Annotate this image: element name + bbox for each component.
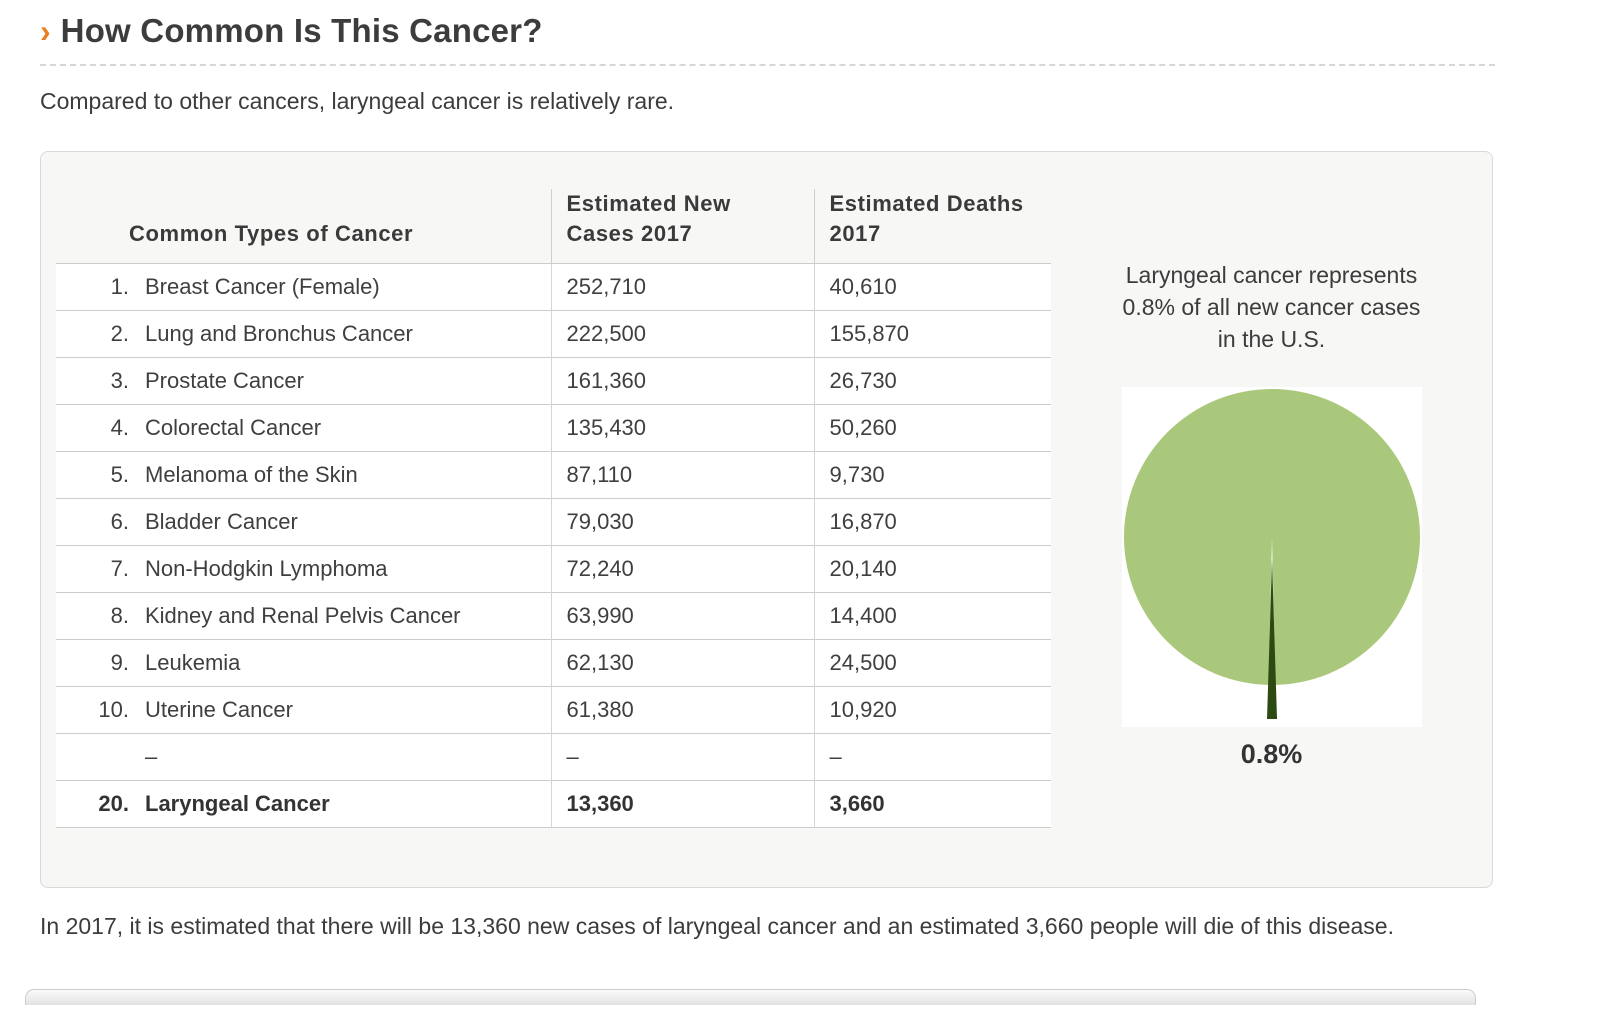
- page-content: › How Common Is This Cancer? Compared to…: [25, 0, 1495, 1005]
- row-deaths: 20,140: [813, 545, 1051, 593]
- next-section-header-bar[interactable]: [25, 989, 1476, 1005]
- row-new-cases: 222,500: [550, 310, 814, 358]
- row-cancer-name: Laryngeal Cancer: [145, 791, 330, 816]
- row-deaths: 26,730: [813, 357, 1051, 405]
- statistics-panel: Common Types of Cancer Estimated New Cas…: [40, 151, 1493, 888]
- row-new-cases: 72,240: [550, 545, 814, 593]
- row-cancer-name: Prostate Cancer: [145, 368, 304, 393]
- row-new-cases: 252,710: [550, 263, 814, 311]
- row-deaths: 10,920: [813, 686, 1051, 734]
- row-rank: 8.: [110, 603, 129, 628]
- table-row: 4. Colorectal Cancer 135,430 50,260: [56, 404, 1051, 452]
- pie-chart: [1121, 387, 1422, 727]
- row-deaths: 16,870: [813, 498, 1051, 546]
- table-row: 2. Lung and Bronchus Cancer 222,500 155,…: [56, 310, 1051, 358]
- table-row: 1. Breast Cancer (Female) 252,710 40,610: [56, 263, 1051, 311]
- cancer-statistics-table: Common Types of Cancer Estimated New Cas…: [56, 189, 1051, 828]
- row-deaths: 3,660: [813, 780, 1051, 828]
- row-rank: 2.: [110, 321, 129, 346]
- row-new-cases: 62,130: [550, 639, 814, 687]
- row-new-cases: 79,030: [550, 498, 814, 546]
- row-rank: 5.: [110, 462, 129, 487]
- table-row: – – –: [56, 733, 1051, 781]
- row-cancer-name: Colorectal Cancer: [145, 415, 322, 440]
- pie-caption: Laryngeal cancer represents 0.8% of all …: [1122, 262, 1421, 352]
- table-row: 20. Laryngeal Cancer 13,360 3,660: [56, 780, 1051, 828]
- row-rank: 3.: [110, 368, 129, 393]
- table-row: 8. Kidney and Renal Pelvis Cancer 63,990…: [56, 592, 1051, 640]
- table-body: 1. Breast Cancer (Female) 252,710 40,610…: [56, 263, 1051, 828]
- row-new-cases: 63,990: [550, 592, 814, 640]
- pie-percent-label: 0.8%: [1240, 739, 1303, 769]
- table-row: 7. Non-Hodgkin Lymphoma 72,240 20,140: [56, 545, 1051, 593]
- table-row: 3. Prostate Cancer 161,360 26,730: [56, 357, 1051, 405]
- table-header-row: Common Types of Cancer Estimated New Cas…: [56, 189, 1051, 264]
- row-deaths: 50,260: [813, 404, 1051, 452]
- row-rank: 7.: [110, 556, 129, 581]
- table-row: 5. Melanoma of the Skin 87,110 9,730: [56, 451, 1051, 499]
- row-new-cases: 87,110: [550, 451, 814, 499]
- row-rank: 9.: [110, 650, 129, 675]
- table-row: 6. Bladder Cancer 79,030 16,870: [56, 498, 1051, 546]
- row-rank: [71, 744, 129, 770]
- chevron-right-icon: ›: [40, 13, 51, 49]
- row-rank: 10.: [98, 697, 129, 722]
- row-new-cases: –: [550, 733, 814, 781]
- pie-laryngeal-slice: [1266, 559, 1277, 719]
- column-header-new-cases: Estimated New Cases 2017: [550, 189, 814, 264]
- row-rank: 6.: [110, 509, 129, 534]
- row-cancer-name: Lung and Bronchus Cancer: [145, 321, 413, 346]
- column-header-deaths: Estimated Deaths 2017: [813, 189, 1051, 264]
- table-row: 9. Leukemia 62,130 24,500: [56, 639, 1051, 687]
- row-cancer-name: Bladder Cancer: [145, 509, 298, 534]
- row-deaths: 24,500: [813, 639, 1051, 687]
- row-deaths: 40,610: [813, 263, 1051, 311]
- row-cancer-name: Melanoma of the Skin: [145, 462, 358, 487]
- page-title: How Common Is This Cancer?: [60, 12, 543, 49]
- row-new-cases: 61,380: [550, 686, 814, 734]
- row-rank: 20.: [98, 791, 129, 816]
- table-row: 10. Uterine Cancer 61,380 10,920: [56, 686, 1051, 734]
- summary-text: In 2017, it is estimated that there will…: [40, 913, 1394, 939]
- row-deaths: 155,870: [813, 310, 1051, 358]
- row-new-cases: 13,360: [550, 780, 814, 828]
- row-rank: 1.: [110, 274, 129, 299]
- row-rank: 4.: [110, 415, 129, 440]
- column-header-cancer-type: Common Types of Cancer: [129, 221, 414, 246]
- row-cancer-name: Leukemia: [145, 650, 241, 675]
- row-deaths: 9,730: [813, 451, 1051, 499]
- row-new-cases: 161,360: [550, 357, 814, 405]
- row-cancer-name: Non-Hodgkin Lymphoma: [145, 556, 388, 581]
- pie-figure: Laryngeal cancer represents 0.8% of all …: [1051, 259, 1492, 770]
- row-cancer-name: –: [145, 744, 158, 769]
- row-cancer-name: Kidney and Renal Pelvis Cancer: [145, 603, 461, 628]
- pie-chart-svg: [1123, 389, 1420, 719]
- row-cancer-name: Uterine Cancer: [145, 697, 293, 722]
- row-new-cases: 135,430: [550, 404, 814, 452]
- row-cancer-name: Breast Cancer (Female): [145, 274, 380, 299]
- section-heading[interactable]: › How Common Is This Cancer?: [40, 12, 1495, 66]
- intro-text: Compared to other cancers, laryngeal can…: [40, 88, 675, 114]
- row-deaths: –: [813, 733, 1051, 781]
- row-deaths: 14,400: [813, 592, 1051, 640]
